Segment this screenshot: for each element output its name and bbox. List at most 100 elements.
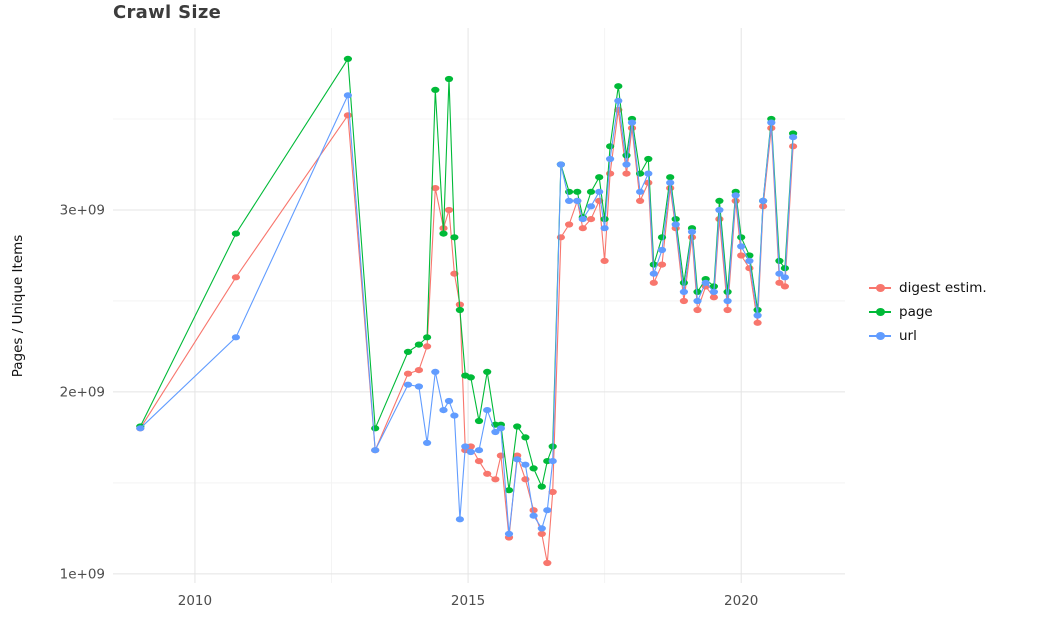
series-line-url (139, 93, 794, 534)
data-point-digest-estim (537, 530, 546, 538)
data-point-url (636, 188, 645, 195)
data-point-url (753, 312, 762, 319)
data-point-url (537, 525, 546, 532)
data-point-url (136, 425, 145, 432)
data-point-url (595, 188, 604, 195)
data-point-digest-estim (450, 270, 459, 277)
data-point-digest-estim (622, 170, 631, 177)
data-point-url (483, 407, 492, 414)
data-point-digest-estim (423, 343, 432, 350)
data-point-url (423, 439, 432, 446)
data-point-digest-estim (737, 252, 746, 259)
data-point-url (461, 443, 470, 450)
data-point-digest-estim (679, 297, 689, 305)
legend-key-dot (876, 332, 885, 340)
data-point-url (578, 216, 587, 223)
data-point-url (491, 428, 500, 436)
data-point-url (231, 334, 240, 341)
data-point-page (644, 155, 653, 163)
y-axis-tick-label: 2e+09 (60, 384, 105, 400)
data-point-page (657, 234, 667, 241)
data-point-url (715, 206, 724, 214)
legend-item-digest-estim: digest estim. (869, 276, 987, 300)
legend-item-page: page (869, 300, 987, 324)
data-point-url (614, 97, 623, 104)
data-point-url (556, 161, 566, 168)
chart-title: Crawl Size (113, 2, 222, 23)
data-point-digest-estim (745, 265, 754, 272)
data-point-page (431, 86, 440, 93)
data-point-digest-estim (444, 206, 454, 214)
data-point-digest-estim (343, 112, 352, 119)
data-point-url (466, 448, 475, 456)
data-point-page (483, 368, 492, 375)
data-point-url (439, 407, 448, 414)
data-point-page (529, 465, 538, 472)
legend-item-url: url (869, 324, 987, 348)
series-line-page (139, 57, 794, 491)
data-point-digest-estim (649, 279, 658, 286)
data-point-url (496, 425, 505, 432)
data-point-url (789, 134, 798, 141)
data-point-url (701, 279, 710, 286)
legend-label: page (899, 304, 933, 320)
data-point-url (565, 197, 574, 204)
data-point-page (450, 234, 459, 241)
data-point-url (504, 530, 514, 538)
series-line-digest-estim (139, 109, 794, 564)
data-point-url (403, 381, 413, 388)
data-point-url (627, 119, 637, 126)
data-point-digest-estim (606, 170, 615, 177)
data-point-url (745, 257, 754, 264)
data-point-url (709, 288, 719, 295)
data-point-digest-estim (548, 488, 557, 496)
data-point-url (513, 456, 522, 463)
data-point-digest-estim (657, 261, 667, 268)
data-point-digest-estim (231, 274, 240, 281)
data-point-page (775, 257, 784, 264)
data-point-url (600, 225, 609, 232)
data-point-url (455, 516, 464, 523)
data-point-url (450, 412, 459, 419)
data-point-url (767, 119, 776, 126)
data-point-page (606, 143, 615, 150)
data-point-url (780, 274, 790, 281)
data-point-page (521, 434, 530, 441)
data-point-page (614, 83, 623, 90)
data-point-page (586, 188, 596, 195)
data-point-digest-estim (723, 306, 732, 314)
data-point-digest-estim (543, 559, 552, 567)
data-point-digest-estim (431, 185, 440, 192)
x-axis-tick-label: 2020 (724, 593, 758, 609)
y-axis-tick-label: 3e+09 (60, 202, 105, 218)
data-point-url (759, 197, 768, 204)
data-point-page (423, 334, 432, 341)
data-point-digest-estim (403, 370, 413, 377)
data-point-url (431, 368, 440, 375)
data-point-page (595, 174, 604, 181)
data-point-digest-estim (496, 452, 505, 459)
x-axis-tick-label: 2010 (178, 593, 212, 609)
data-point-url (666, 179, 675, 186)
legend-key-dot (876, 308, 885, 316)
data-point-url (548, 458, 557, 465)
data-point-url (671, 221, 680, 228)
data-point-page (622, 152, 631, 159)
data-point-page (723, 288, 732, 295)
data-point-digest-estim (780, 283, 790, 290)
data-point-page (666, 174, 675, 181)
data-point-url (644, 170, 653, 177)
data-point-digest-estim (693, 306, 702, 314)
data-point-page (474, 417, 484, 425)
data-point-page (504, 487, 514, 494)
data-point-url (657, 246, 667, 254)
data-point-page (414, 341, 423, 348)
data-point-url (521, 461, 530, 468)
data-point-page (671, 216, 680, 223)
data-point-page (537, 483, 546, 490)
data-point-page (513, 423, 522, 430)
data-point-digest-estim (474, 458, 484, 465)
data-point-page (693, 288, 702, 295)
legend-label: url (899, 328, 917, 344)
